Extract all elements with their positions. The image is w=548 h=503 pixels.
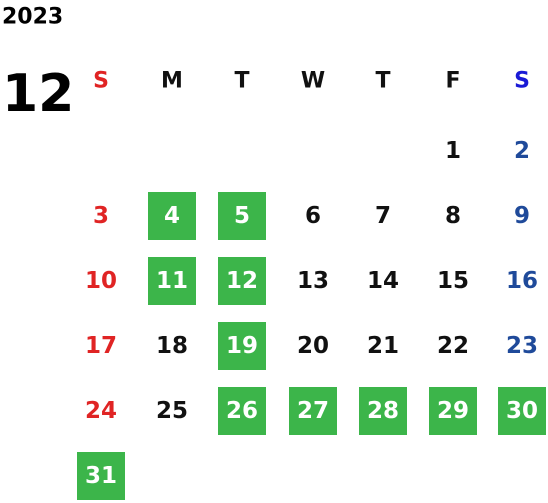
day: 1	[445, 138, 461, 164]
day: 11	[156, 268, 188, 294]
highlight-box	[218, 192, 266, 240]
day: 2	[514, 138, 530, 164]
day: 17	[85, 333, 117, 359]
day: 12	[226, 268, 258, 294]
day: 7	[375, 203, 391, 229]
day: 31	[85, 463, 117, 489]
highlight-box	[429, 387, 477, 435]
day: 27	[297, 398, 329, 424]
highlight-box	[148, 257, 196, 305]
day: 16	[506, 268, 538, 294]
year: 2023	[2, 5, 63, 30]
highlight-box	[218, 257, 266, 305]
day: 26	[226, 398, 258, 424]
highlight-box	[148, 192, 196, 240]
highlight-box	[77, 452, 125, 500]
day: 23	[506, 333, 538, 359]
day: 25	[156, 398, 188, 424]
weekday-header: S	[93, 69, 109, 94]
weekday-header: W	[301, 69, 325, 94]
day: 8	[445, 203, 461, 229]
day: 14	[367, 268, 399, 294]
day: 29	[437, 398, 469, 424]
day: 30	[506, 398, 538, 424]
day: 21	[367, 333, 399, 359]
day: 18	[156, 333, 188, 359]
weekday-header: F	[445, 69, 460, 94]
highlight-box	[289, 387, 337, 435]
day: 24	[85, 398, 117, 424]
day: 28	[367, 398, 399, 424]
day: 15	[437, 268, 469, 294]
highlight-box	[498, 387, 546, 435]
highlight-box	[218, 387, 266, 435]
day: 6	[305, 203, 321, 229]
day: 3	[93, 203, 109, 229]
day: 22	[437, 333, 469, 359]
day: 19	[226, 333, 258, 359]
day: 10	[85, 268, 117, 294]
weekday-header: M	[161, 69, 183, 94]
weekday-header: T	[375, 69, 390, 94]
day: 20	[297, 333, 329, 359]
day: 13	[297, 268, 329, 294]
highlight-box	[218, 322, 266, 370]
weekday-header: S	[514, 69, 530, 94]
day: 9	[514, 203, 530, 229]
month: 12	[2, 64, 74, 124]
highlight-box	[359, 387, 407, 435]
weekday-header: T	[234, 69, 249, 94]
day: 5	[234, 203, 250, 229]
day: 4	[164, 203, 180, 229]
